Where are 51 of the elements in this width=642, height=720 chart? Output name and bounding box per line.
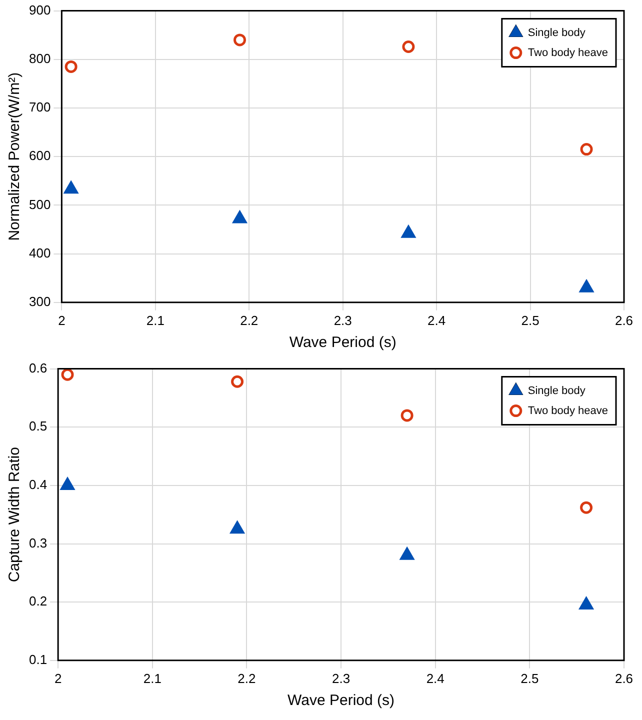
x-tick-label: 2.5 <box>520 670 539 686</box>
x-tick-label: 2 <box>54 670 62 686</box>
x-tick-label: 2.3 <box>332 670 350 686</box>
y-tick-label: 400 <box>28 245 51 260</box>
point <box>402 40 415 54</box>
x-tick-label: 2.4 <box>426 670 444 686</box>
x-tick-label: 2 <box>58 312 66 328</box>
y-tick-label: 300 <box>28 294 51 309</box>
y-tick-label: 0.1 <box>28 652 48 667</box>
point <box>60 476 75 490</box>
x-tick-label: 2.1 <box>146 312 164 328</box>
point <box>61 368 74 381</box>
point <box>234 34 246 46</box>
x-tick-label: 2.4 <box>428 312 446 328</box>
point <box>401 224 416 238</box>
point <box>580 143 593 156</box>
legend-label: Two body heave <box>528 46 608 59</box>
y-axis-title: Capture Width Ratio <box>6 447 24 582</box>
point <box>578 596 594 610</box>
point <box>400 409 414 422</box>
y-tick-label: 0.2 <box>28 594 48 609</box>
x-tick-label: 2.1 <box>143 670 162 686</box>
y-tick-label: 900 <box>28 2 51 18</box>
point <box>230 520 245 534</box>
x-tick-label: 2.2 <box>238 670 256 686</box>
y-tick-label: 600 <box>28 148 51 164</box>
point <box>400 546 414 560</box>
y-axis-title: Normalized Power(W/m²) <box>6 72 24 241</box>
y-tick-label: 500 <box>28 196 51 212</box>
x-tick-label: 2.3 <box>334 312 352 328</box>
y-tick-label: 0.6 <box>28 360 48 376</box>
x-tick-label: 2.6 <box>614 312 634 328</box>
point <box>579 279 594 292</box>
legend-label: Single body <box>528 384 586 397</box>
point <box>64 180 78 194</box>
y-tick-label: 0.5 <box>28 418 48 434</box>
x-tick-label: 2.5 <box>521 312 540 328</box>
point <box>64 60 78 73</box>
y-tick-label: 800 <box>28 50 51 66</box>
x-tick-label: 2.2 <box>240 312 258 328</box>
point <box>232 210 248 224</box>
point <box>580 501 593 514</box>
x-tick-label: 2.6 <box>614 670 634 686</box>
y-tick-label: 0.4 <box>28 477 48 492</box>
x-axis-title: Wave Period (s) <box>288 692 395 710</box>
legend-label: Two body heave <box>528 404 608 417</box>
y-tick-label: 0.3 <box>28 535 48 550</box>
point <box>231 375 244 388</box>
x-axis-title: Wave Period (s) <box>289 334 396 352</box>
y-tick-label: 700 <box>28 100 51 115</box>
legend-label: Single body <box>528 26 586 39</box>
